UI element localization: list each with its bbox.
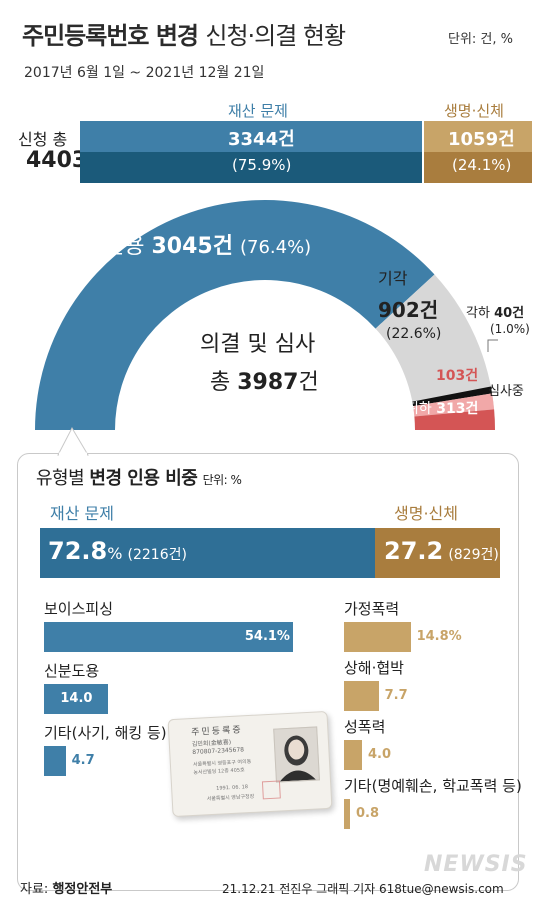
life-item-name: 성폭력 <box>344 718 386 736</box>
property-item-value: 54.1% <box>244 629 290 644</box>
approved-count: 3045건 <box>151 234 233 259</box>
breakdown-unit: 단위: % <box>202 473 242 487</box>
life-item-bar <box>344 681 379 711</box>
id-card-issuer: 서울특별시 영남구청장 <box>206 793 255 803</box>
life-item-name: 상해·협박 <box>344 659 404 677</box>
property-segment-bottom <box>80 152 422 183</box>
property-item-value: 14.0 <box>60 691 93 706</box>
split-life <box>375 528 500 578</box>
split-life-label: 27.2 (829건) <box>384 537 499 565</box>
breakdown-title-bold: 변경 인용 비중 <box>89 468 198 489</box>
life-item-bar <box>344 740 362 770</box>
split-property-sign: % <box>107 544 123 563</box>
title-sub: 신청·의결 현황 <box>205 22 346 50</box>
dismissed-count: 40건 <box>494 306 525 321</box>
dismissed-leader <box>487 339 498 352</box>
dismissed-name: 각하 <box>466 306 490 321</box>
source-prefix: 자료: <box>20 882 49 897</box>
review-label: 심사중 <box>488 384 524 399</box>
life-item-value: 4.0 <box>368 747 392 762</box>
dismissed-label: 각하 40건 <box>466 302 524 321</box>
property-item-name: 신분도용 <box>44 662 100 680</box>
life-item-value: 0.8 <box>356 806 380 821</box>
property-header: 재산 문제 <box>228 102 288 120</box>
id-card-title: 주민등록증 <box>191 725 243 739</box>
property-item-value: 4.7 <box>71 753 95 768</box>
property-item-name: 보이스피싱 <box>44 600 114 618</box>
period-label: 2017년 6월 1일 ~ 2021년 12월 21일 <box>24 65 265 81</box>
life-item-name: 가정폭력 <box>344 600 400 618</box>
id-photo <box>273 726 320 783</box>
property-item-bar <box>44 746 66 776</box>
withdrawn-label: 취하 313건 <box>406 398 478 418</box>
center-suffix: 건 <box>298 370 319 395</box>
approved-arc <box>35 199 435 430</box>
seal-stamp <box>261 780 281 800</box>
id-card-number: 870807-2345678 <box>192 746 245 756</box>
id-card: 주민등록증 김민희(金敏喜) 870807-2345678 서울특별시 영등포구… <box>167 710 333 818</box>
split-life-count: (829건) <box>448 547 499 563</box>
split-property-pct: 72.8 <box>48 537 108 565</box>
id-card-date: 1991. 06. 18 <box>216 784 249 792</box>
split-life-pct: 27.2 <box>384 537 444 565</box>
split-property-count: (2216건) <box>127 547 187 563</box>
split-bar <box>40 528 500 578</box>
life-item-name: 기타(명예훼손, 학교폭력 등) <box>344 777 522 795</box>
life-item-bar <box>344 622 411 652</box>
applications-total: 4403 <box>26 148 88 173</box>
review-count: 103건 <box>436 368 479 384</box>
center-total: 3987 <box>237 370 299 395</box>
split-property <box>40 528 375 578</box>
unit-label: 단위: 건, % <box>448 32 514 47</box>
approved-name: 인용 <box>104 234 145 259</box>
life-segment-bottom <box>424 152 532 183</box>
rejected-arc <box>375 274 495 430</box>
source-name: 행정안전부 <box>52 882 113 897</box>
life-pct: (24.1%) <box>452 156 512 174</box>
life-type-header: 생명·신체 <box>394 504 458 523</box>
life-item-value: 7.7 <box>384 688 408 703</box>
center-line1: 의결 및 심사 <box>200 332 316 357</box>
rejected-label: 기각 <box>378 269 408 288</box>
dismissed-arc <box>412 386 493 407</box>
id-card-address2: 농서산빌딩 12층 405호 <box>193 767 245 776</box>
split-property-label: 72.8% (2216건) <box>48 537 187 565</box>
approved-pct: (76.4%) <box>239 237 312 258</box>
property-pct: (75.9%) <box>232 156 292 174</box>
applications-bar <box>80 121 532 183</box>
page-title: 주민등록번호 변경 신청·의결 현황 <box>22 16 346 51</box>
title-main: 주민등록번호 변경 <box>22 22 199 50</box>
breakdown-panel <box>17 453 519 891</box>
property-item-bar <box>44 684 109 714</box>
breakdown-title: 유형별 변경 인용 비중 단위: % <box>36 464 242 490</box>
rejected-count: 902건 <box>378 298 439 322</box>
life-count: 1059건 <box>448 129 515 150</box>
person-icon <box>279 735 316 782</box>
property-item-name: 기타(사기, 해킹 등) <box>44 724 167 742</box>
withdrawn-arc <box>414 409 495 430</box>
applications-label: 신청 총 <box>18 130 68 149</box>
review-arc <box>413 393 495 417</box>
property-segment-top <box>80 121 422 152</box>
property-item-bar <box>44 622 293 652</box>
life-item-value: 14.8% <box>416 629 462 644</box>
watermark: NEWSIS <box>424 852 528 877</box>
breakdown-title-prefix: 유형별 <box>36 468 85 489</box>
rejected-pct: (22.6%) <box>386 326 442 342</box>
withdrawn-count: 313건 <box>436 401 479 417</box>
center-line2: 총 3987건 <box>210 364 319 396</box>
credit-label: 21.12.21 전진우 그래픽 기자 618tue@newsis.com <box>222 882 504 896</box>
property-type-header: 재산 문제 <box>50 504 114 523</box>
center-prefix: 총 <box>210 370 231 395</box>
source-label: 자료: 행정안전부 <box>20 878 112 897</box>
withdrawn-name: 취하 <box>406 401 432 417</box>
dismissed-pct: (1.0%) <box>490 322 530 336</box>
life-header: 생명·신체 <box>444 102 504 120</box>
approved-label: 인용 3045건 (76.4%) <box>104 228 311 260</box>
property-count: 3344건 <box>228 129 295 150</box>
life-segment-top <box>424 121 532 152</box>
life-item-bar <box>344 799 350 829</box>
